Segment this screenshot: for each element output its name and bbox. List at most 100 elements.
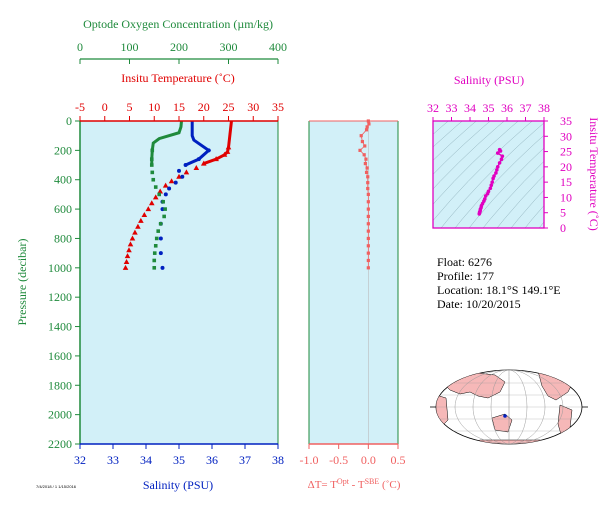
- delta-point: [358, 148, 362, 152]
- temperature-point: [123, 258, 130, 264]
- ts-x-tick-label: 33: [446, 101, 458, 115]
- ts-point: [488, 186, 493, 191]
- salinity-tick-label: 35: [173, 453, 185, 467]
- salinity-tick-label: 32: [74, 453, 86, 467]
- temperature-tick-label: 25: [223, 100, 235, 114]
- delta-tick-layer: -1.0 -0.5 0.0 0.5: [300, 444, 406, 467]
- delta-point: [363, 161, 367, 166]
- delta-tick-label: -1.0: [300, 453, 319, 467]
- map-antarctica: [469, 439, 551, 444]
- temperature-point: [152, 194, 159, 200]
- main-series-layer: [122, 120, 233, 270]
- pressure-axis-title: Pressure (decibar): [15, 239, 29, 326]
- ts-point: [497, 161, 502, 165]
- temperature-point: [176, 173, 182, 179]
- salinity-axis-title: Salinity (PSU): [143, 478, 213, 492]
- salinity-point: [158, 251, 163, 256]
- ts-y-tick-label: 30: [560, 129, 572, 143]
- oxygen-point: [150, 170, 155, 175]
- delta-axis-title: ΔT= TOpt - TSBE (˚C): [308, 477, 401, 492]
- delta-point: [364, 170, 369, 174]
- temperature-point: [193, 164, 200, 170]
- ts-x-tick-label: 37: [520, 101, 532, 115]
- delta-plot-background: [309, 121, 398, 444]
- map-meridian: [472, 370, 546, 444]
- temperature-point: [135, 223, 141, 229]
- salinity-point: [167, 186, 172, 191]
- salinity-point: [163, 192, 168, 197]
- ts-x-tick-label: 35: [483, 101, 495, 115]
- salinity-point: [177, 168, 181, 173]
- temperature-point: [126, 247, 132, 253]
- temperature-point: [132, 229, 138, 235]
- delta-panel: -1.0 -0.5 0.0 0.5 ΔT= TOpt - TSBE (˚C): [300, 119, 406, 491]
- delta-point: [366, 175, 370, 179]
- ts-point: [498, 149, 503, 153]
- delta-tick-label: 0.5: [391, 453, 406, 467]
- map-australia: [491, 413, 513, 433]
- temperature-point: [162, 182, 169, 188]
- delta-point: [360, 139, 364, 144]
- delta-point: [367, 122, 371, 126]
- temperature-point: [213, 156, 219, 162]
- ts-point: [483, 194, 488, 198]
- oxygen-point: [163, 207, 167, 211]
- oxygen-point: [156, 229, 161, 233]
- oxygen-axis-title: Optode Oxygen Concentration (µm/kg): [83, 17, 273, 31]
- delta-point: [366, 266, 370, 270]
- footer-small-text: 7/4/2018 / 1 1/15/2016: [36, 484, 77, 489]
- density-contour: [510, 189, 544, 228]
- oxygen-point: [149, 163, 154, 167]
- density-contour: [496, 174, 544, 228]
- location-map: [430, 369, 588, 445]
- oxygen-point: [149, 157, 154, 161]
- delta-point: [365, 125, 369, 129]
- ts-point: [499, 157, 504, 162]
- oxygen-point: [152, 251, 157, 255]
- salinity-tick-label: 33: [107, 453, 119, 467]
- profile-number: Profile: 177: [437, 269, 494, 283]
- oxygen-tick-label: 400: [269, 40, 287, 54]
- delta-point: [362, 153, 366, 157]
- temperature-tick-label: 0: [102, 100, 108, 114]
- temperature-point: [221, 151, 228, 157]
- temperature-axis-title: Insitu Temperature (˚C): [121, 71, 235, 85]
- density-contour: [433, 121, 505, 190]
- delta-point: [366, 244, 370, 248]
- delta-point: [366, 251, 370, 255]
- ts-density-contours: [433, 121, 544, 228]
- temperature-point: [183, 169, 190, 175]
- delta-point: [366, 200, 370, 204]
- density-contour: [482, 160, 544, 228]
- temperature-point: [145, 206, 152, 212]
- salinity-point: [160, 265, 165, 270]
- oxygen-tick-label: 100: [121, 40, 139, 54]
- ts-point: [494, 171, 498, 175]
- ts-x-tick-label: 32: [427, 101, 439, 115]
- ts-point: [495, 151, 500, 155]
- ts-x-tick-label: 36: [501, 101, 513, 115]
- delta-point: [366, 181, 370, 185]
- salinity-tick-label: 38: [272, 453, 284, 467]
- profile-date: Date: 10/20/2015: [437, 297, 521, 311]
- temperature-tick-label: 30: [247, 100, 259, 114]
- temperature-tick-label: 15: [173, 100, 185, 114]
- ts-x-tick-label: 34: [464, 101, 476, 115]
- delta-point: [365, 166, 369, 170]
- pressure-tick-label: 600: [54, 202, 72, 216]
- density-contour: [524, 205, 544, 228]
- map-graticule: [436, 370, 582, 444]
- delta-point: [366, 229, 370, 233]
- ts-y-axis-title: Insitu Temperature (˚C): [587, 117, 601, 231]
- ts-x-tick-label: 38: [538, 101, 550, 115]
- salinity-point: [196, 157, 201, 162]
- delta-point: [366, 192, 370, 197]
- pressure-tick-label: 1800: [48, 378, 72, 392]
- pressure-tick-label: 1000: [48, 261, 72, 275]
- temperature-profile-line: [203, 120, 233, 165]
- density-contour: [433, 121, 533, 222]
